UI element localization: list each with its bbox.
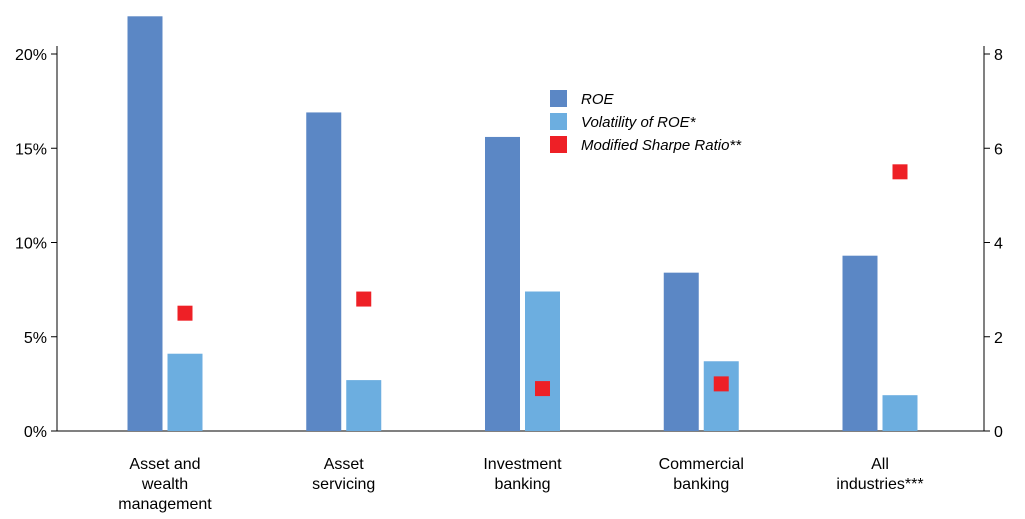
category-label-line: Investment bbox=[483, 456, 562, 473]
marker-sharpe-ratio bbox=[535, 381, 550, 397]
x-axis: Asset and wealth management Asset servicing I… bbox=[57, 430, 984, 513]
left-tick-label: 20% bbox=[15, 47, 47, 64]
bar-roe bbox=[127, 16, 163, 432]
category-label-line: servicing bbox=[312, 476, 375, 493]
marker-sharpe-ratio bbox=[713, 376, 729, 392]
category-label-line: Commercial bbox=[659, 456, 744, 473]
legend-swatch bbox=[550, 136, 567, 153]
legend-label: Volatility of ROE* bbox=[581, 114, 697, 131]
bar-roe bbox=[485, 136, 520, 431]
category-label: Asset servicing bbox=[312, 456, 375, 493]
legend-swatch bbox=[550, 113, 567, 130]
bar-volatility bbox=[882, 395, 918, 431]
legend: ROE Volatility of ROE* Modified Sharpe Rat… bbox=[550, 90, 742, 154]
category-label-line: management bbox=[118, 496, 212, 513]
category-label-line: banking bbox=[494, 476, 550, 493]
bar-volatility bbox=[703, 361, 739, 431]
category-label: Investment banking bbox=[483, 456, 562, 493]
bar-volatility bbox=[525, 291, 560, 431]
bar-roe bbox=[842, 255, 878, 431]
bar-volatility bbox=[167, 353, 203, 431]
right-tick-label: 4 bbox=[994, 236, 1003, 253]
legend-label: ROE bbox=[581, 91, 615, 108]
bar-volatility bbox=[346, 380, 382, 431]
marker-sharpe-ratio bbox=[892, 164, 908, 180]
right-tick-label: 0 bbox=[994, 424, 1003, 441]
right-tick-label: 8 bbox=[994, 47, 1003, 64]
left-tick-label: 0% bbox=[24, 424, 47, 441]
category-label-line: industries*** bbox=[836, 476, 923, 493]
category-label: Commercial banking bbox=[659, 456, 744, 493]
marker-sharpe-ratio bbox=[177, 305, 193, 321]
category-label-line: All bbox=[871, 456, 889, 473]
bars bbox=[127, 16, 918, 432]
left-axis: 0% 5% 10% 15% 20% bbox=[15, 46, 58, 441]
left-tick-label: 10% bbox=[15, 236, 47, 253]
category-label-line: Asset and bbox=[129, 456, 200, 473]
category-label: All industries*** bbox=[836, 456, 923, 493]
category-label-line: Asset bbox=[324, 456, 365, 473]
markers bbox=[177, 164, 908, 397]
right-tick-label: 2 bbox=[994, 330, 1003, 347]
category-label: Asset and wealth management bbox=[118, 456, 212, 513]
category-label-line: wealth bbox=[141, 476, 188, 493]
right-axis: 0 2 4 6 8 bbox=[983, 46, 1003, 441]
right-tick-label: 6 bbox=[994, 141, 1003, 158]
bar-roe bbox=[663, 272, 699, 431]
category-label-line: banking bbox=[673, 476, 729, 493]
left-tick-label: 5% bbox=[24, 330, 47, 347]
bar-roe bbox=[306, 112, 342, 431]
legend-label: Modified Sharpe Ratio** bbox=[581, 137, 742, 154]
legend-swatch bbox=[550, 90, 567, 107]
marker-sharpe-ratio bbox=[356, 291, 372, 307]
left-tick-label: 15% bbox=[15, 141, 47, 158]
